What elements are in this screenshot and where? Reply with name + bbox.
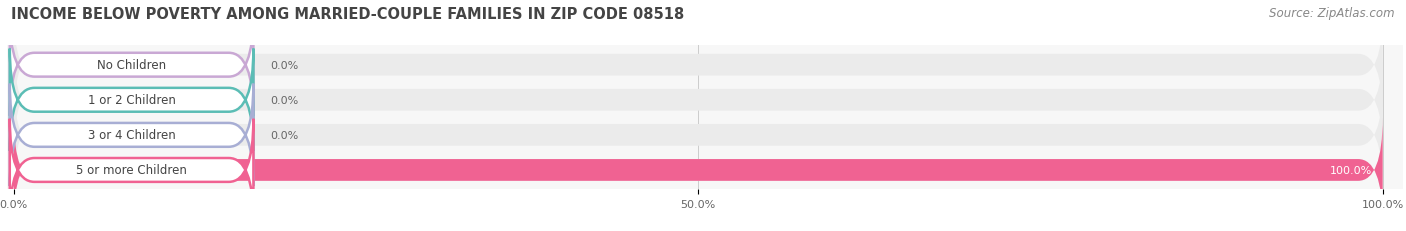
- Text: 100.0%: 100.0%: [1330, 165, 1372, 175]
- FancyBboxPatch shape: [14, 118, 1382, 222]
- FancyBboxPatch shape: [14, 13, 1382, 117]
- Text: 0.0%: 0.0%: [270, 95, 298, 105]
- Text: 0.0%: 0.0%: [270, 130, 298, 140]
- FancyBboxPatch shape: [14, 83, 1382, 187]
- Text: No Children: No Children: [97, 59, 166, 72]
- FancyBboxPatch shape: [10, 14, 253, 116]
- Text: 3 or 4 Children: 3 or 4 Children: [87, 129, 176, 142]
- FancyBboxPatch shape: [14, 48, 1382, 152]
- Text: 1 or 2 Children: 1 or 2 Children: [87, 94, 176, 107]
- Text: INCOME BELOW POVERTY AMONG MARRIED-COUPLE FAMILIES IN ZIP CODE 08518: INCOME BELOW POVERTY AMONG MARRIED-COUPL…: [11, 7, 685, 22]
- FancyBboxPatch shape: [14, 118, 1382, 222]
- FancyBboxPatch shape: [10, 84, 253, 186]
- Text: Source: ZipAtlas.com: Source: ZipAtlas.com: [1270, 7, 1395, 20]
- FancyBboxPatch shape: [10, 119, 253, 221]
- Text: 5 or more Children: 5 or more Children: [76, 164, 187, 177]
- Text: 0.0%: 0.0%: [270, 61, 298, 70]
- FancyBboxPatch shape: [10, 49, 253, 151]
